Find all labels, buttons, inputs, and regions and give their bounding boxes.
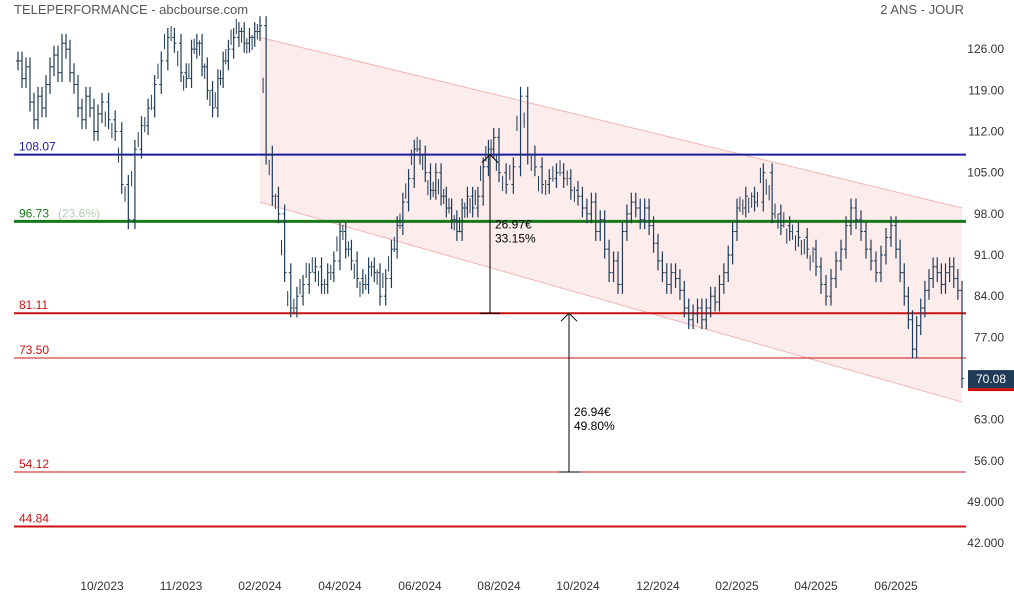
last-price-label: 70.08 (976, 372, 1006, 386)
x-tick-label-5: 08/2024 (477, 579, 521, 593)
measure-arrowhead-0 (481, 153, 499, 163)
measure-percent-1: 49.80% (574, 419, 615, 433)
y-tick-label-11: 49.000 (967, 495, 1004, 509)
price-bars (16, 16, 964, 388)
x-axis: 10/2023 11/2023 02/2024 04/2024 06/2024 08/20… (80, 579, 918, 593)
level-label-5: 44.84 (19, 512, 49, 526)
last-price-marker: 70.08 (968, 370, 1014, 392)
channel-fill (260, 37, 962, 403)
x-tick-label-3: 04/2024 (318, 579, 362, 593)
y-tick-label-3: 105.00 (967, 166, 1004, 180)
y-tick-label-5: 91.00 (974, 248, 1004, 262)
last-price-underline (968, 388, 1014, 392)
chart-period-label: 2 ANS - JOUR (880, 2, 964, 17)
y-tick-label-7: 77.00 (974, 330, 1004, 344)
x-tick-label-4: 06/2024 (398, 579, 442, 593)
channel-upper-line (259, 36, 963, 209)
measure-arrowhead-1 (560, 312, 578, 322)
level-label-3: 73.50 (19, 343, 49, 357)
level-label-4: 54.12 (19, 457, 49, 471)
y-tick-label-4: 98.00 (974, 207, 1004, 221)
measurements: 26.97€33.15% 26.94€49.80% (480, 153, 615, 473)
y-tick-label-2: 112.00 (968, 125, 1004, 139)
x-tick-label-0: 10/2023 (80, 579, 124, 593)
y-tick-label-0: 126.00 (967, 42, 1004, 56)
level-label-1: 96.73 (19, 206, 49, 220)
last-price-box (968, 370, 1014, 389)
x-tick-label-2: 02/2024 (238, 579, 282, 593)
level-label-2: 81.11 (19, 298, 48, 312)
x-tick-label-10: 06/2025 (874, 579, 918, 593)
x-tick-label-8: 02/2025 (715, 579, 759, 593)
x-tick-label-9: 04/2025 (794, 579, 838, 593)
y-tick-label-10: 56.00 (974, 454, 1004, 468)
channel-lower-line (259, 201, 963, 403)
price-channel (259, 36, 963, 403)
y-axis: 126.00 119.00 112.00 105.00 98.00 91.00 84.00 7… (967, 42, 1004, 550)
y-tick-label-9: 63.00 (974, 413, 1004, 427)
x-tick-label-6: 10/2024 (556, 579, 600, 593)
y-tick-label-6: 84.00 (974, 289, 1004, 303)
x-tick-label-1: 11/2023 (160, 579, 203, 593)
measure-percent-0: 33.15% (495, 232, 536, 246)
measure-amount-0: 26.97€ (495, 218, 532, 232)
level-note-1: (23.6%) (58, 206, 100, 220)
y-tick-label-12: 42.000 (967, 536, 1004, 550)
level-label-0: 108.07 (19, 140, 56, 154)
y-tick-label-1: 119.00 (968, 83, 1004, 97)
x-tick-label-7: 12/2024 (636, 579, 680, 593)
chart-header-title: TELEPERFORMANCE - abcbourse.com (14, 2, 249, 17)
measure-amount-1: 26.94€ (574, 405, 611, 419)
